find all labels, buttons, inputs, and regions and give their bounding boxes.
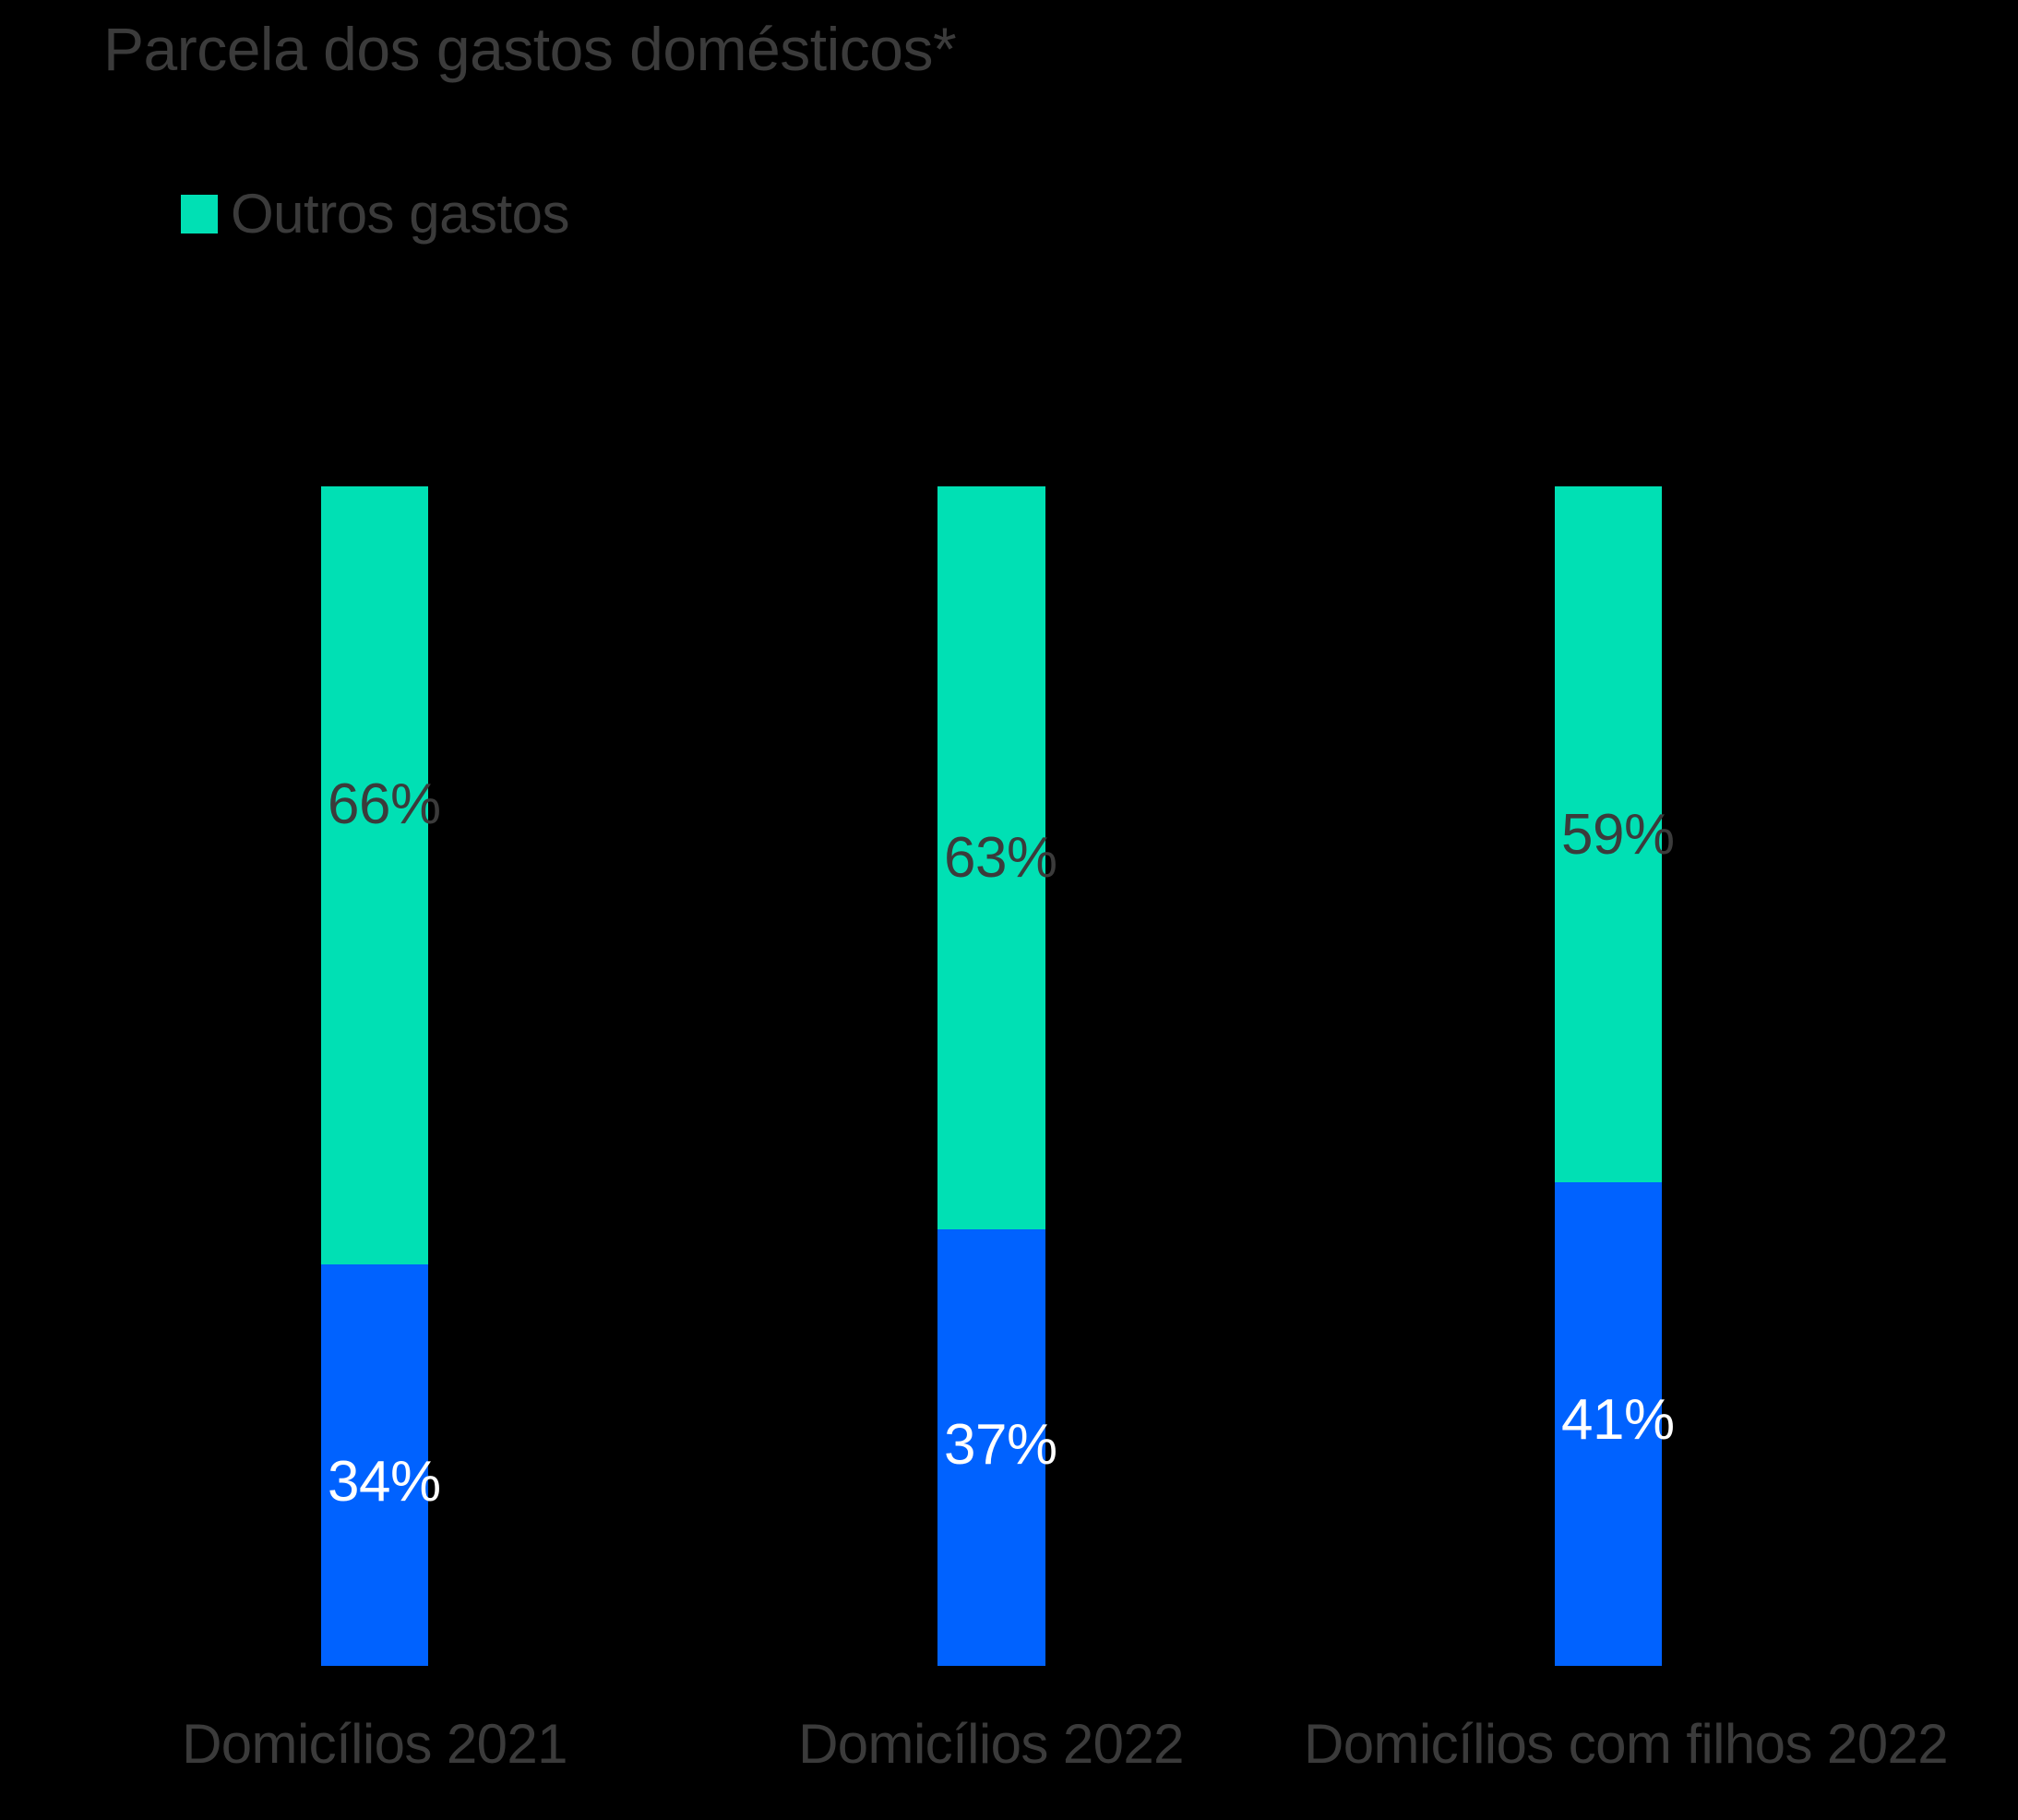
x-axis-label-2: Domicílios com filhos 2022 xyxy=(1303,1713,1949,1775)
bar-segment-other-2[interactable]: 41% xyxy=(1555,1182,1675,1666)
legend-swatch-icon xyxy=(181,195,218,233)
bar-segment-outros-gastos-0[interactable]: 66% xyxy=(321,486,441,1265)
chart-legend: Outros gastos xyxy=(181,183,570,245)
x-axis-label-1: Domicílios 2022 xyxy=(798,1713,1184,1775)
legend-item-label: Outros gastos xyxy=(231,183,570,245)
bar-stack-domicilios-com-filhos-2022[interactable]: 59% 41% xyxy=(1555,486,1675,1666)
bar-value-label: 34% xyxy=(328,1450,441,1515)
bar-value-label: 63% xyxy=(944,826,1057,890)
bar-segment-outros-gastos-1[interactable]: 63% xyxy=(937,486,1057,1230)
bar-value-label: 41% xyxy=(1561,1388,1675,1453)
x-axis-label-0: Domicílios 2021 xyxy=(182,1713,567,1775)
legend-item-outros-gastos[interactable]: Outros gastos xyxy=(181,183,570,245)
page-title: Parcela dos gastos domésticos* xyxy=(103,15,957,83)
bar-segment-other-0[interactable]: 34% xyxy=(321,1264,441,1666)
bar-segment-other-1[interactable]: 37% xyxy=(937,1229,1057,1666)
bar-value-label: 66% xyxy=(328,772,441,836)
bar-value-label: 37% xyxy=(944,1413,1057,1478)
bar-stack-domicilios-2021[interactable]: 66% 34% xyxy=(321,486,441,1666)
bar-stack-domicilios-2022[interactable]: 63% 37% xyxy=(937,486,1057,1666)
bar-value-label: 59% xyxy=(1561,803,1675,867)
bar-segment-outros-gastos-2[interactable]: 59% xyxy=(1555,486,1675,1183)
